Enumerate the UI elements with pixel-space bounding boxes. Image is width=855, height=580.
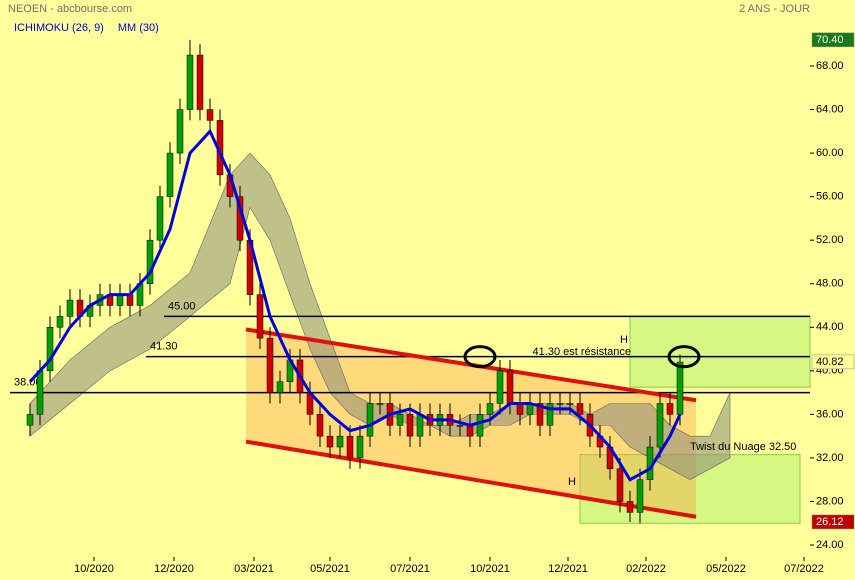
- candle-body: [346, 435, 354, 459]
- candle-body: [276, 381, 284, 393]
- candle-body: [366, 403, 374, 437]
- x-tick-label: 10/2020: [74, 563, 114, 575]
- y-tick-label: 24.00: [816, 539, 844, 551]
- x-tick-label: 05/2022: [706, 563, 746, 575]
- candle-body: [26, 414, 34, 426]
- moving-average-line: [28, 128, 682, 482]
- x-tick-label: 05/2021: [310, 563, 350, 575]
- period-label: 2 ANS - JOUR: [739, 3, 810, 15]
- price-tag: [811, 32, 855, 48]
- candle-body: [186, 54, 194, 110]
- x-tick-label: 07/2021: [390, 563, 430, 575]
- indicator-label: MM (30): [118, 22, 159, 34]
- y-tick-label: 32.00: [816, 452, 844, 464]
- x-tick-label: 07/2022: [784, 563, 824, 575]
- x-tick-label: 10/2021: [470, 563, 510, 575]
- candle-body: [416, 414, 424, 437]
- channel-line: [245, 439, 697, 519]
- candle-body: [46, 327, 54, 372]
- candle-body: [266, 337, 274, 393]
- candle-body: [576, 403, 584, 415]
- candle-body: [316, 414, 324, 437]
- price-tag-label: 40.82: [816, 356, 844, 368]
- x-tick-label: 02/2022: [626, 563, 666, 575]
- candle-body: [556, 403, 564, 405]
- candle-body: [166, 152, 174, 197]
- candle-body: [116, 294, 124, 306]
- price-tag-label: 70.40: [816, 34, 844, 46]
- candle-body: [516, 403, 524, 415]
- y-tick-label: 64.00: [816, 103, 844, 115]
- x-tick-label: 03/2021: [234, 563, 274, 575]
- x-tick-label: 12/2020: [154, 563, 194, 575]
- highlight-ellipse: [463, 345, 497, 369]
- candle-body: [56, 316, 64, 328]
- chart-title: NEOEN - abcbourse.com: [8, 3, 132, 15]
- candle-body: [626, 501, 634, 513]
- candle-body: [656, 403, 664, 448]
- candle-body: [566, 403, 574, 405]
- candle-body: [36, 370, 44, 415]
- candle-body: [676, 361, 684, 415]
- candle-body: [506, 370, 514, 404]
- level-label: 45.00: [168, 300, 196, 312]
- candle-body: [666, 403, 674, 415]
- candle-body: [486, 403, 494, 415]
- y-tick-label: 68.00: [816, 60, 844, 72]
- candle-body: [406, 414, 414, 437]
- highlight-ellipse: [667, 345, 701, 369]
- price-tag: [811, 354, 855, 370]
- candle-body: [396, 414, 404, 426]
- annotation: H: [620, 334, 628, 346]
- zone: [629, 315, 811, 388]
- candle-body: [326, 435, 334, 448]
- candle-body: [456, 425, 464, 427]
- annotation: H: [568, 476, 576, 488]
- y-tick-label: 52.00: [816, 234, 844, 246]
- level-label: 41.30: [150, 341, 178, 353]
- level-label: 38.00: [14, 377, 42, 389]
- candle-body: [176, 109, 184, 154]
- candle-body: [206, 109, 214, 121]
- candle-body: [156, 196, 164, 241]
- candle-body: [146, 239, 154, 284]
- candle-body: [336, 435, 344, 448]
- y-tick-label: 36.00: [816, 408, 844, 420]
- y-tick-label: 60.00: [816, 147, 844, 159]
- annotation: Twist du Nuage 32.50: [690, 441, 796, 453]
- y-tick-label: 56.00: [816, 191, 844, 203]
- candle-body: [376, 403, 384, 405]
- candle-body: [546, 403, 554, 426]
- indicator-label: ICHIMOKU (26, 9): [14, 22, 104, 34]
- candle-body: [476, 414, 484, 437]
- candle-body: [496, 370, 504, 404]
- candle-body: [196, 54, 204, 110]
- candle-body: [356, 435, 364, 459]
- y-tick-label: 44.00: [816, 321, 844, 333]
- y-tick-label: 48.00: [816, 278, 844, 290]
- price-tag-label: 26.12: [816, 516, 844, 528]
- candle-body: [126, 294, 134, 306]
- candle-body: [636, 479, 644, 513]
- candle-body: [466, 425, 474, 437]
- y-tick-label: 28.00: [816, 495, 844, 507]
- candle-body: [536, 403, 544, 426]
- annotation: 41.30 est résistance: [533, 346, 631, 358]
- candle-body: [256, 294, 264, 339]
- price-tag: [811, 514, 855, 530]
- candle-body: [66, 299, 74, 317]
- candle-body: [616, 468, 624, 502]
- x-tick-label: 12/2021: [548, 563, 588, 575]
